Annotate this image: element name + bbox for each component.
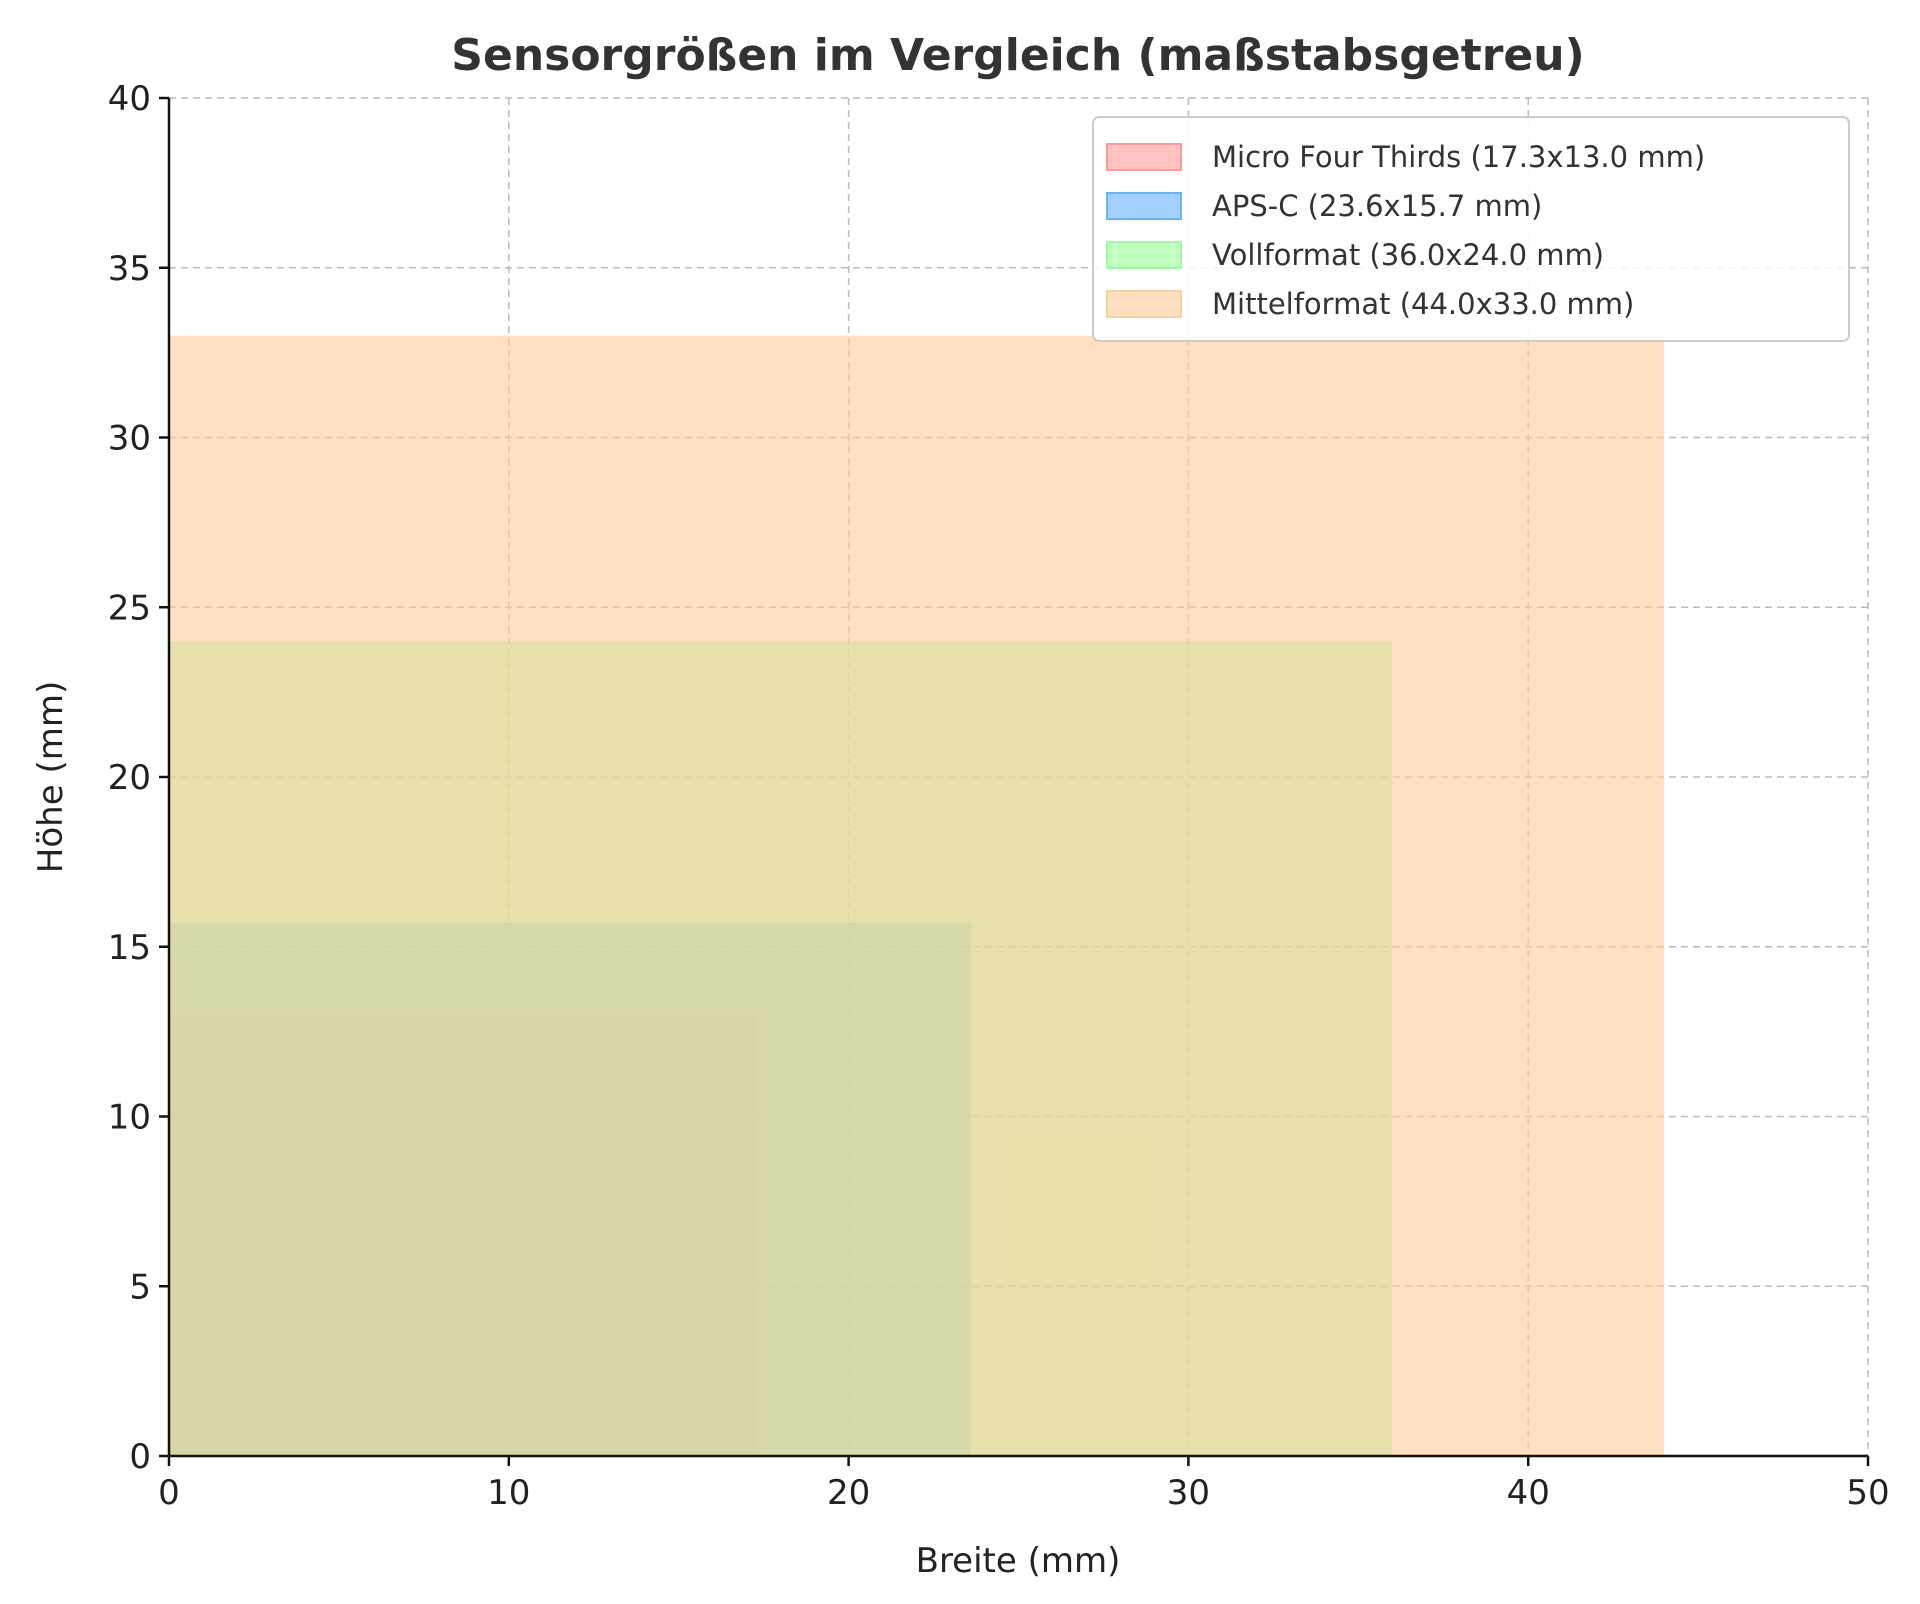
x-tick-label: 50: [1846, 1473, 1889, 1513]
y-axis-label: Höhe (mm): [31, 681, 71, 873]
chart-title: Sensorgrößen im Vergleich (maßstabsgetre…: [451, 30, 1584, 81]
y-tick-label: 0: [129, 1437, 151, 1477]
x-tick-label: 30: [1167, 1473, 1210, 1513]
y-tick-label: 10: [108, 1098, 151, 1138]
legend: Micro Four Thirds (17.3x13.0 mm) APS-C (2…: [1092, 116, 1850, 342]
y-tick-label: 40: [108, 79, 151, 119]
legend-swatch: [1106, 290, 1182, 318]
legend-swatch: [1106, 241, 1182, 269]
legend-label: Micro Four Thirds (17.3x13.0 mm): [1212, 140, 1705, 174]
legend-label: Vollformat (36.0x24.0 mm): [1212, 238, 1604, 272]
y-tick-label: 25: [108, 588, 151, 628]
y-tick-label: 15: [108, 928, 151, 968]
legend-label: APS-C (23.6x15.7 mm): [1212, 189, 1542, 223]
legend-swatch: [1106, 143, 1182, 171]
legend-label: Mittelformat (44.0x33.0 mm): [1212, 287, 1634, 321]
y-tick-label: 20: [108, 758, 151, 798]
x-tick-label: 0: [158, 1473, 180, 1513]
y-tick-label: 30: [108, 419, 151, 459]
y-tick-label: 5: [129, 1267, 151, 1307]
axes: 0 10 20 30 40 50 0 5 10 15 20 25 30 35 40: [108, 79, 1890, 1513]
x-axis-label: Breite (mm): [916, 1541, 1121, 1581]
y-tick-label: 35: [108, 249, 151, 289]
x-tick-label: 10: [487, 1473, 530, 1513]
x-tick-label: 40: [1507, 1473, 1550, 1513]
legend-box: [1092, 116, 1850, 342]
sensor-rect: [169, 335, 1665, 1456]
legend-swatch: [1106, 192, 1182, 220]
sensor-rectangles: [169, 335, 1665, 1456]
x-tick-label: 20: [827, 1473, 870, 1513]
